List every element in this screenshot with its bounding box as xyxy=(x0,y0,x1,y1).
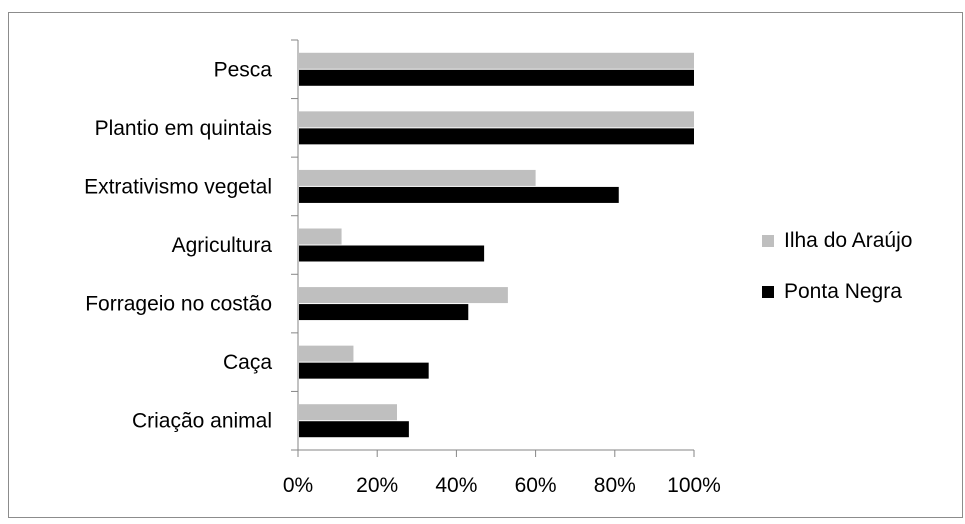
x-tick-label: 80% xyxy=(594,474,636,497)
bar-ponta-negra-2 xyxy=(299,128,694,145)
bar-ilha-do-araujo-1 xyxy=(299,52,694,69)
bar-ponta-negra-1 xyxy=(299,69,694,86)
legend-swatch-1 xyxy=(762,235,774,247)
category-label: Pesca xyxy=(214,58,273,81)
bar-ilha-do-araujo-6 xyxy=(299,345,354,362)
x-tick-label: 40% xyxy=(435,474,477,497)
x-tick-label: 100% xyxy=(667,474,721,497)
bar-ponta-negra-7 xyxy=(299,421,409,438)
category-label: Plantio em quintais xyxy=(95,117,272,140)
bar-ponta-negra-5 xyxy=(299,304,469,321)
category-label: Extrativismo vegetal xyxy=(84,175,272,198)
x-tick-label: 20% xyxy=(356,474,398,497)
category-label: Criação animal xyxy=(132,410,272,433)
category-label: Forrageio no costão xyxy=(85,293,272,316)
category-label: Caça xyxy=(223,351,272,374)
legend-label-2: Ponta Negra xyxy=(784,280,902,303)
bar-ilha-do-araujo-5 xyxy=(299,287,508,304)
x-tick-label: 0% xyxy=(283,474,313,497)
bar-ilha-do-araujo-3 xyxy=(299,169,536,186)
legend-label-1: Ilha do Araújo xyxy=(784,229,912,252)
bar-ilha-do-araujo-2 xyxy=(299,111,694,128)
bar-ponta-negra-4 xyxy=(299,245,485,262)
bar-ilha-do-araujo-4 xyxy=(299,228,342,245)
chart-frame xyxy=(8,12,963,518)
bar-ponta-negra-3 xyxy=(299,186,619,203)
bar-ponta-negra-6 xyxy=(299,362,429,379)
legend-swatch-2 xyxy=(762,286,774,298)
bar-ilha-do-araujo-7 xyxy=(299,404,397,421)
x-tick-label: 60% xyxy=(515,474,557,497)
category-label: Agricultura xyxy=(172,234,273,257)
